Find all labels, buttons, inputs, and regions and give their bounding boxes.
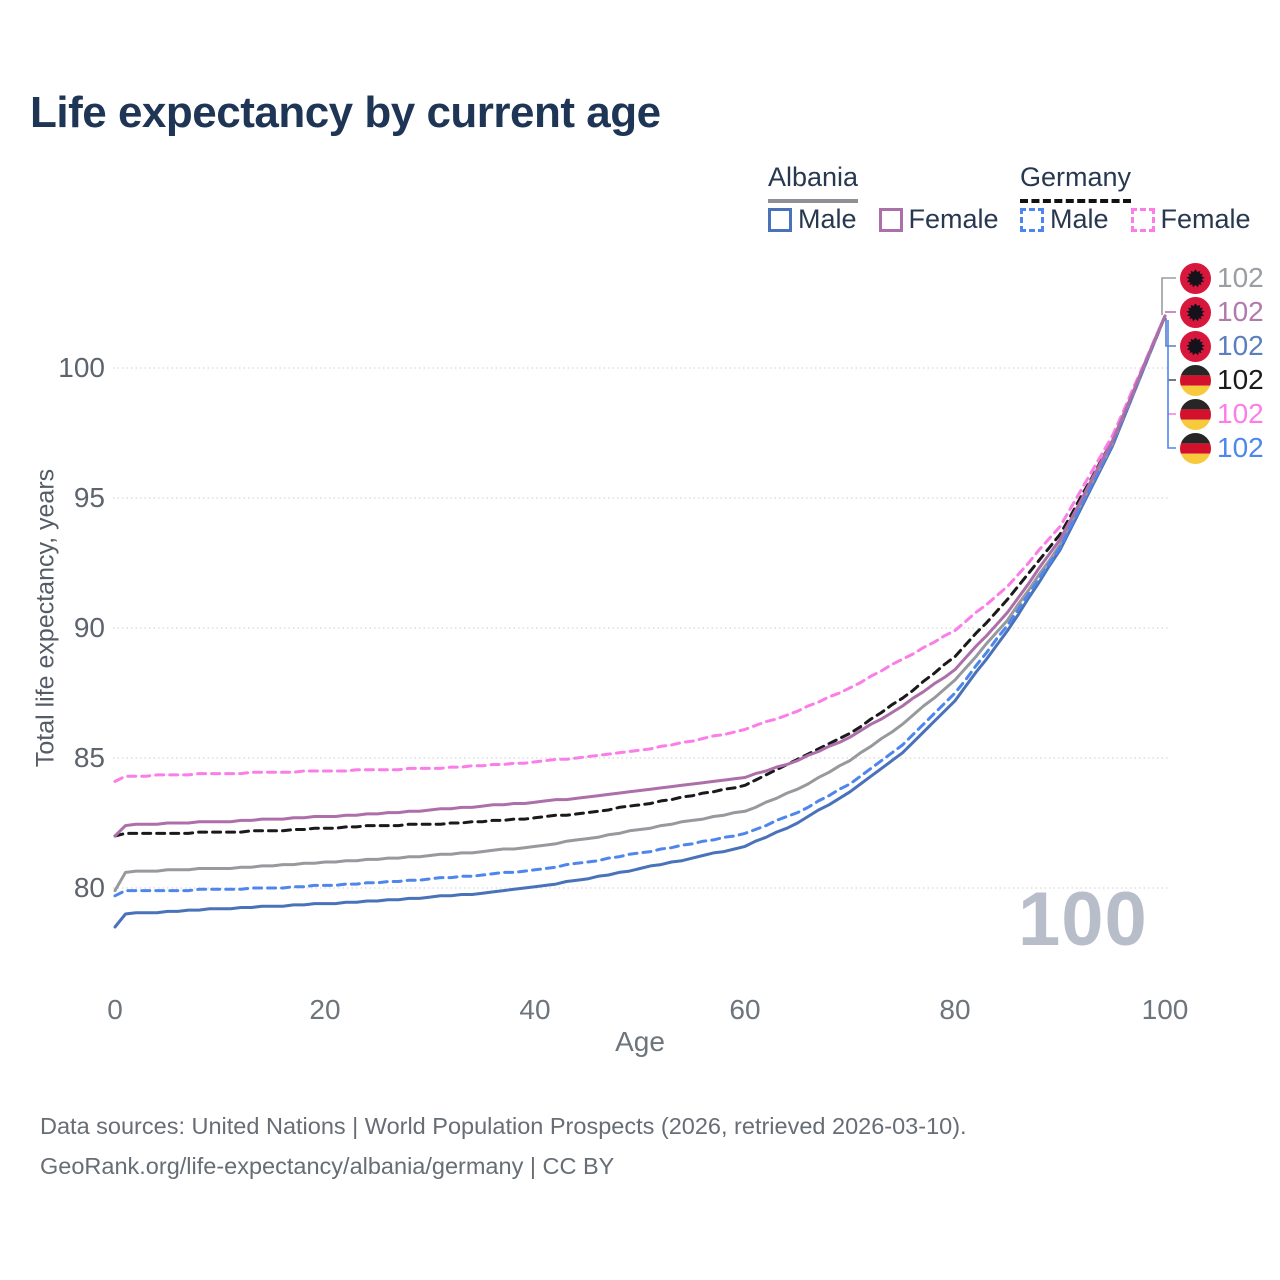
x-tick-label-100: 100 — [1141, 994, 1189, 1025]
x-tick-label-80: 80 — [939, 994, 971, 1025]
end-label-germany-female: 102 — [1180, 397, 1264, 431]
legend-germany-header[interactable]: Germany — [1020, 162, 1132, 203]
germany-flag-icon — [1180, 398, 1211, 430]
end-label-connector-0 — [1161, 277, 1176, 315]
legend-germany-female-label: Female — [1160, 204, 1251, 234]
germany-female-swatch-icon — [1130, 207, 1155, 232]
end-value-germany-female: 102 — [1217, 398, 1264, 429]
legend-albania-male-label: Male — [798, 204, 857, 234]
albania-flag-icon — [1180, 330, 1211, 362]
source-attribution: Data sources: United Nations | World Pop… — [40, 1106, 967, 1186]
end-value-albania-female: 102 — [1217, 296, 1264, 327]
end-value-albania-both: 102 — [1217, 262, 1264, 293]
legend-item-germany-male[interactable]: Male — [1020, 204, 1109, 235]
georank-url-line: GeoRank.org/life-expectancy/albania/germ… — [40, 1153, 615, 1179]
legend-item-germany-female[interactable]: Female — [1130, 204, 1251, 235]
legend-item-albania-female[interactable]: Female — [878, 204, 999, 235]
series-line-germany-male[interactable] — [113, 314, 1167, 898]
albania-flag-icon — [1180, 296, 1211, 328]
albania-flag-icon — [1180, 262, 1211, 294]
x-tick-label-0: 0 — [107, 994, 123, 1025]
series-line-albania-both[interactable] — [113, 314, 1167, 893]
x-axis-title: Age — [615, 1026, 665, 1057]
end-label-germany-male: 102 — [1180, 431, 1264, 465]
y-tick-label-85: 85 — [73, 742, 105, 773]
legend-row-germany: Male Female — [1020, 204, 1273, 235]
legend-albania-female-label: Female — [908, 204, 999, 234]
y-tick-label-100: 100 — [58, 352, 105, 383]
legend-group-germany: Germany — [1020, 162, 1132, 203]
albania-male-swatch-icon — [768, 207, 792, 232]
end-label-connector-5 — [1167, 320, 1176, 449]
series-line-albania-male[interactable] — [113, 314, 1167, 929]
legend-row-albania: Male Female — [768, 204, 1021, 235]
end-label-albania-male: 102 — [1180, 329, 1264, 363]
germany-male-swatch-icon — [1020, 207, 1044, 232]
x-tick-label-60: 60 — [729, 994, 761, 1025]
x-tick-label-40: 40 — [519, 994, 551, 1025]
data-sources-line: Data sources: United Nations | World Pop… — [40, 1113, 967, 1139]
legend-item-albania-male[interactable]: Male — [768, 204, 857, 235]
legend-group-albania: Albania — [768, 162, 859, 203]
end-label-connector-2 — [1165, 318, 1176, 347]
hover-age-watermark: 100 — [1018, 877, 1148, 962]
series-line-germany-both[interactable] — [113, 314, 1167, 838]
end-value-germany-male: 102 — [1217, 432, 1264, 463]
y-tick-label-95: 95 — [73, 482, 105, 513]
series-line-germany-female[interactable] — [113, 314, 1167, 783]
legend-albania-header[interactable]: Albania — [768, 162, 859, 203]
germany-flag-icon — [1180, 364, 1211, 396]
series-line-albania-female[interactable] — [113, 314, 1167, 838]
end-label-albania-female: 102 — [1180, 295, 1264, 329]
y-tick-label-90: 90 — [73, 612, 105, 643]
page-title: Life expectancy by current age — [30, 88, 661, 137]
end-value-albania-male: 102 — [1217, 330, 1264, 361]
end-label-germany-both: 102 — [1180, 363, 1264, 397]
end-value-germany-both: 102 — [1217, 364, 1264, 395]
y-tick-label-80: 80 — [73, 872, 105, 903]
end-label-albania-both: 102 — [1180, 261, 1264, 295]
albania-female-swatch-icon — [878, 207, 903, 232]
legend-germany-male-label: Male — [1050, 204, 1109, 234]
x-tick-label-20: 20 — [309, 994, 341, 1025]
germany-flag-icon — [1180, 432, 1211, 464]
